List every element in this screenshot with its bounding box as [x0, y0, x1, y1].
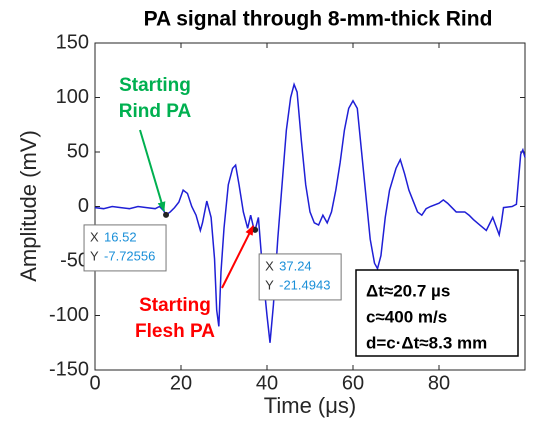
datatip-y-label: Y — [265, 277, 274, 292]
x-tick-label: 20 — [170, 372, 192, 394]
annotation-arrow — [221, 225, 255, 289]
y-tick-label: -50 — [60, 249, 89, 271]
annotation-arrow — [139, 129, 166, 212]
note-box — [355, 269, 519, 357]
datatip-x-label: X — [90, 229, 99, 244]
x-axis-label: Time (μs) — [264, 393, 357, 418]
datatip-marker — [163, 211, 170, 218]
y-tick-label: -150 — [49, 358, 89, 380]
plot-frame — [94, 42, 526, 371]
y-axis-label: Amplitude (mV) — [16, 130, 41, 282]
annotation-text: Flesh PA — [135, 321, 215, 342]
signal-line — [94, 82, 526, 343]
y-tick-label: 100 — [56, 86, 89, 108]
annotation-text: Starting — [139, 295, 211, 316]
datatip-box — [258, 253, 342, 301]
x-tick-label: 80 — [428, 372, 450, 394]
datatip-box — [83, 224, 167, 272]
chart-title: PA signal through 8-mm-thick Rind — [144, 8, 493, 31]
datatip-y-label: Y — [90, 248, 99, 263]
note-text: c≈400 m/s — [366, 307, 447, 326]
annotation-text: Starting — [119, 75, 191, 96]
x-tick-label: 40 — [256, 372, 278, 394]
datatip-marker — [252, 226, 259, 233]
note-text: Δt≈20.7 µs — [366, 281, 450, 300]
note-text: d=c·Δt≈8.3 mm — [366, 333, 487, 352]
datatip-y-value: -7.72556 — [104, 248, 155, 263]
y-tick-label: 0 — [78, 195, 89, 217]
annotation-text: Rind PA — [119, 101, 192, 122]
datatip-y-value: -21.4943 — [279, 277, 330, 292]
datatip-x-label: X — [265, 258, 274, 273]
x-tick-label: 0 — [89, 372, 100, 394]
datatip-x-value: 16.52 — [104, 229, 137, 244]
y-tick-label: -100 — [49, 304, 89, 326]
y-tick-label: 50 — [67, 140, 89, 162]
x-tick-label: 60 — [342, 372, 364, 394]
datatip-x-value: 37.24 — [279, 258, 312, 273]
y-tick-label: 150 — [56, 31, 89, 53]
